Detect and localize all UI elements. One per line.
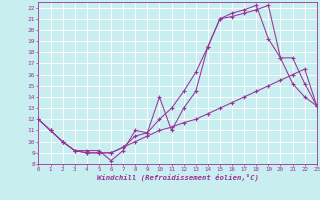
X-axis label: Windchill (Refroidissement éolien,°C): Windchill (Refroidissement éolien,°C): [97, 174, 259, 181]
